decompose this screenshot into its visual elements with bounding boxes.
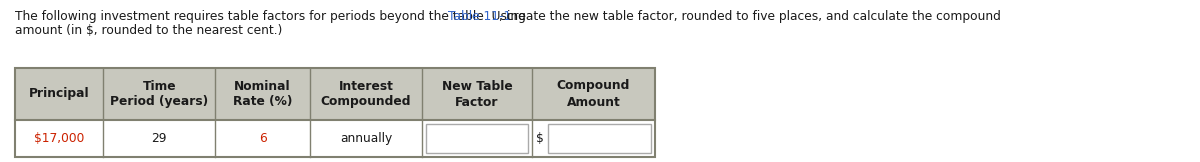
Bar (14, 68, 655, 157)
Text: New Table
Factor: New Table Factor (442, 80, 512, 109)
Text: annually: annually (340, 132, 392, 145)
Text: Nominal
Rate (%): Nominal Rate (%) (233, 80, 293, 109)
Bar (14, 68, 655, 120)
Text: amount (in $, rounded to the nearest cent.): amount (in $, rounded to the nearest cen… (14, 24, 282, 37)
Text: Principal: Principal (29, 87, 90, 100)
Text: $17,000: $17,000 (34, 132, 84, 145)
Text: 6: 6 (259, 132, 266, 145)
Text: The following investment requires table factors for periods beyond the table. Us: The following investment requires table … (14, 10, 529, 23)
Text: 29: 29 (151, 132, 167, 145)
Text: Time
Period (years): Time Period (years) (110, 80, 209, 109)
Text: $: $ (536, 132, 544, 145)
Text: Compound
Amount: Compound Amount (557, 80, 630, 109)
Bar (426, 124, 528, 153)
Text: Table 11-1: Table 11-1 (448, 10, 511, 23)
Text: Interest
Compounded: Interest Compounded (320, 80, 412, 109)
Text: , create the new table factor, rounded to five places, and calculate the compoun: , create the new table factor, rounded t… (499, 10, 1001, 23)
Bar (14, 120, 655, 157)
Bar (548, 124, 650, 153)
